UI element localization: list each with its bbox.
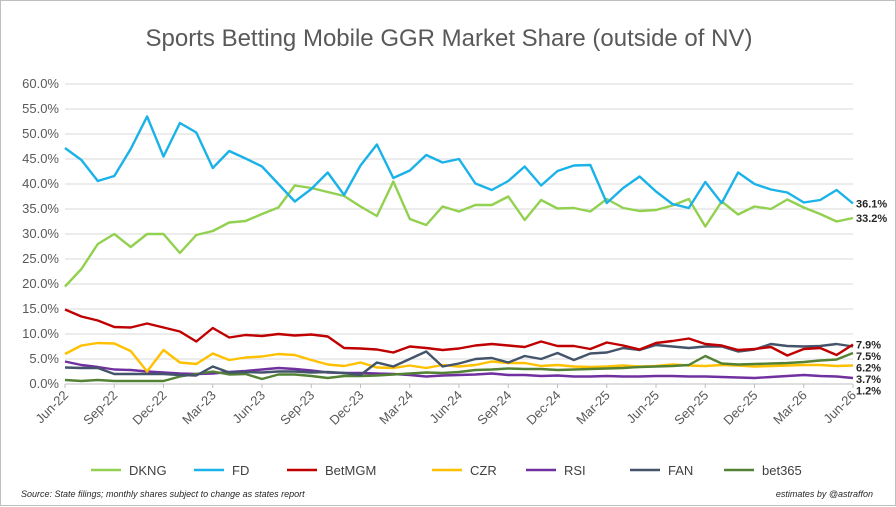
series-line-bet365: [64, 351, 854, 383]
x-tick-label: Sep-25: [671, 388, 711, 428]
x-tick-label: Jun-25: [623, 388, 662, 427]
x-tick-label: Sep-23: [277, 388, 317, 428]
x-tick-label: Mar-25: [573, 388, 613, 428]
x-tick-label: Dec-24: [523, 388, 563, 428]
x-axis: Jun-22 Sep-22 Dec-22 Mar-23 Jun-23 Sep-23 Dec-…: [32, 383, 859, 428]
x-tick-label: Sep-22: [80, 388, 120, 428]
end-label-betmgm: 7.9%: [856, 340, 881, 352]
y-tick-label: 55.0%: [22, 101, 59, 116]
y-tick-label: 5.0%: [29, 351, 59, 366]
x-tick-label: Mar-26: [770, 388, 810, 428]
x-tick-label: Mar-23: [179, 388, 219, 428]
x-tick-label: Jun-26: [820, 388, 859, 427]
footer-source: Source: State filings; monthly shares su…: [21, 489, 305, 499]
footer-credit: estimates by @astraffon: [775, 489, 873, 499]
x-tick-label: Jun-24: [426, 388, 465, 427]
y-tick-label: 20.0%: [22, 276, 59, 291]
y-tick-label: 0.0%: [29, 376, 59, 391]
legend-label-czr: CZR: [470, 463, 497, 478]
x-tick-label: Sep-24: [474, 388, 514, 428]
y-tick-label: 15.0%: [22, 301, 59, 316]
legend-label-rsi: RSI: [564, 463, 586, 478]
end-label-dkng: 33.2%: [856, 213, 887, 225]
end-labels: 36.1% 33.2% 7.9%7.5%6.2%3.7%1.2%: [856, 199, 887, 398]
series-line-czr: [64, 341, 854, 373]
series-line-betmgm: [64, 308, 854, 357]
end-label-fan: 7.5%: [856, 351, 881, 363]
x-tick-label: Jun-23: [229, 388, 268, 427]
y-tick-label: 45.0%: [22, 151, 59, 166]
x-tick-label: Dec-23: [326, 388, 366, 428]
series-line-fd: [64, 115, 854, 210]
y-tick-label: 35.0%: [22, 201, 59, 216]
end-label-rsi: 1.2%: [856, 386, 881, 398]
legend-label-dkng: DKNG: [129, 463, 167, 478]
legend-label-fd: FD: [232, 463, 249, 478]
legend-label-bet365: bet365: [762, 463, 802, 478]
x-tick-label: Mar-24: [376, 388, 416, 428]
x-tick-label: Jun-22: [32, 388, 71, 427]
y-tick-label: 25.0%: [22, 251, 59, 266]
x-tick-label: Dec-25: [720, 388, 760, 428]
end-label-bet365: 6.2%: [856, 363, 881, 375]
y-tick-label: 60.0%: [22, 76, 59, 91]
chart-title: Sports Betting Mobile GGR Market Share (…: [146, 25, 753, 52]
legend: DKNG FD BetMGM CZR RSI FAN bet365: [91, 463, 802, 478]
series-lines: [64, 115, 854, 383]
end-label-fd: 36.1%: [856, 199, 887, 211]
y-axis: 0.0% 5.0% 10.0% 15.0% 20.0% 25.0% 30.0% 35.0% 40…: [22, 76, 59, 391]
grid-lines: [65, 83, 853, 385]
legend-label-fan: FAN: [668, 463, 693, 478]
y-tick-label: 50.0%: [22, 126, 59, 141]
y-tick-label: 40.0%: [22, 176, 59, 191]
end-label-czr: 3.7%: [856, 374, 881, 386]
x-tick-label: Dec-22: [129, 388, 169, 428]
y-tick-label: 30.0%: [22, 226, 59, 241]
legend-label-betmgm: BetMGM: [325, 463, 376, 478]
y-tick-label: 10.0%: [22, 326, 59, 341]
